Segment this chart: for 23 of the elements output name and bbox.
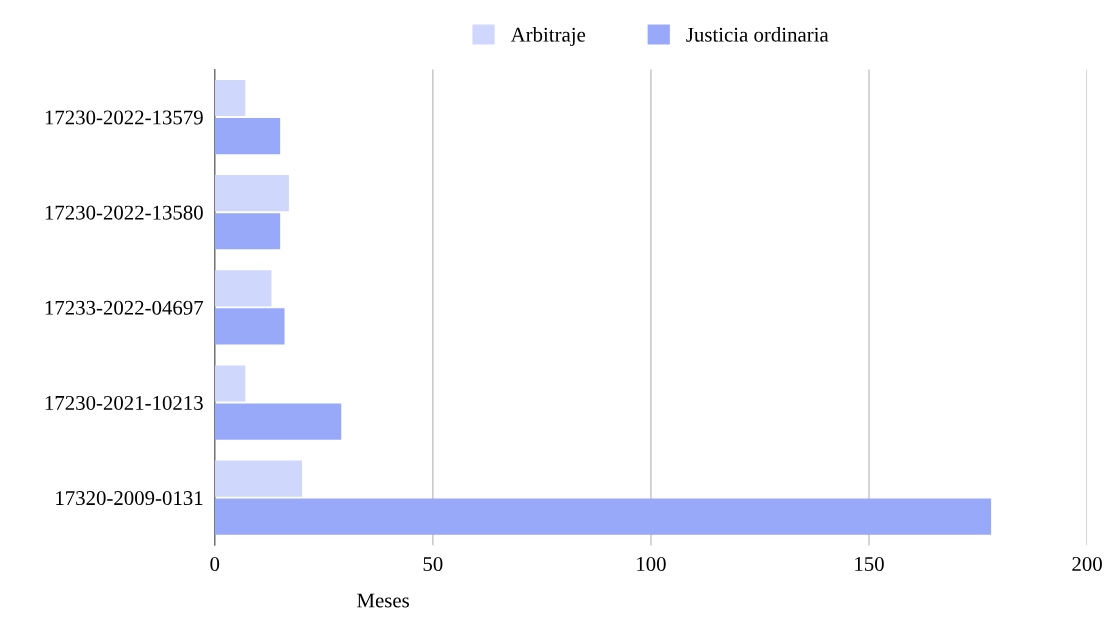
bar [214,79,246,117]
bar [214,213,281,250]
bar [214,118,281,155]
legend-label: Justicia ordinaria [686,27,829,42]
x-axis-title: Meses [357,593,409,608]
x-tick-label: 0 [210,556,220,572]
bar [214,498,992,535]
y-tick-label: 17230-2022-13579 [45,110,203,125]
y-tick-label: 17233-2022-04697 [45,300,204,315]
x-tick-label: 50 [423,556,443,572]
bar [214,308,285,345]
y-tick-label: 17230-2022-13580 [45,205,203,220]
x-tick-label: 100 [637,556,666,572]
bar [214,403,342,440]
bar [214,460,302,497]
bar [214,175,289,212]
bar [214,270,272,307]
x-tick-label: 150 [855,556,884,572]
y-tick-label: 17320-2009-0131 [56,491,203,506]
x-tick-label: 200 [1072,556,1102,572]
bar [214,365,246,402]
y-tick-label: 17230-2021-10213 [45,395,203,410]
legend-label: Arbitraje [510,27,586,46]
